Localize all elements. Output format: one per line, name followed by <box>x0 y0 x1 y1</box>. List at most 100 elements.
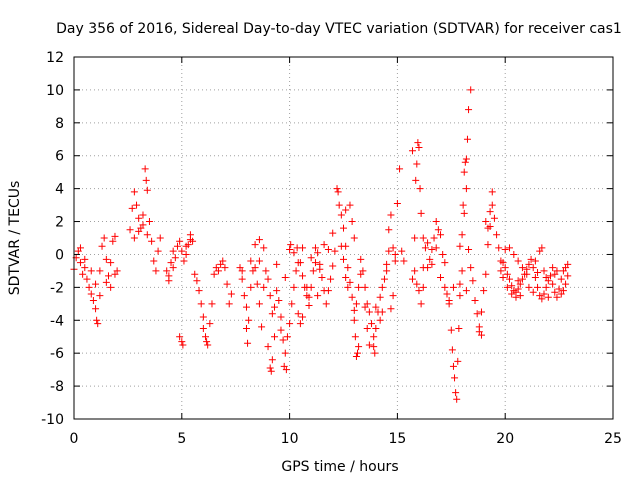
data-point <box>531 257 539 265</box>
data-point <box>346 278 354 286</box>
data-point <box>296 320 304 328</box>
data-point <box>408 275 416 283</box>
data-point <box>376 293 384 301</box>
data-point <box>538 295 546 303</box>
data-point <box>109 237 117 245</box>
data-point <box>171 254 179 262</box>
data-point <box>512 293 520 301</box>
data-point <box>327 275 335 283</box>
data-point <box>455 325 463 332</box>
data-point <box>534 283 542 291</box>
data-point <box>126 226 134 234</box>
data-point <box>329 262 337 270</box>
data-point <box>503 270 511 278</box>
data-point <box>448 346 456 354</box>
data-point <box>197 300 205 308</box>
data-point <box>247 257 255 265</box>
data-point <box>303 283 311 291</box>
x-tick-label: 15 <box>388 431 406 447</box>
data-point <box>104 272 112 280</box>
data-point <box>501 264 509 272</box>
data-point <box>385 226 393 234</box>
data-point <box>453 395 461 403</box>
data-point <box>413 280 421 288</box>
data-point <box>107 259 115 267</box>
data-point <box>268 310 276 318</box>
data-point <box>299 244 307 252</box>
data-point <box>253 280 261 288</box>
data-point <box>434 226 442 234</box>
data-point <box>449 283 457 291</box>
data-point <box>421 244 429 252</box>
y-tick-label: 4 <box>55 182 64 198</box>
data-point <box>244 339 252 347</box>
data-point <box>495 244 503 252</box>
data-point <box>173 242 181 250</box>
data-point <box>139 211 147 219</box>
data-point <box>334 188 342 196</box>
data-point <box>251 264 259 272</box>
data-point <box>142 176 150 184</box>
data-point <box>559 287 567 295</box>
data-point <box>143 186 151 194</box>
data-point <box>333 185 341 193</box>
data-point <box>350 234 358 242</box>
data-point <box>141 165 149 173</box>
data-point <box>503 283 511 291</box>
data-point <box>316 265 324 273</box>
data-point <box>414 139 422 147</box>
data-point <box>223 280 231 288</box>
data-point <box>357 255 365 263</box>
data-point <box>294 310 302 318</box>
data-point <box>204 341 212 349</box>
y-tick-label: 0 <box>55 247 64 263</box>
data-point <box>182 250 190 258</box>
data-point <box>465 246 473 254</box>
data-point <box>540 267 548 275</box>
data-point <box>130 234 138 242</box>
data-point <box>555 285 563 293</box>
data-point <box>387 211 395 219</box>
data-point <box>370 333 378 341</box>
data-point <box>98 242 106 250</box>
data-point <box>458 231 466 239</box>
data-point <box>288 300 296 308</box>
data-point <box>307 254 315 262</box>
data-point <box>488 201 496 209</box>
data-point <box>459 201 467 209</box>
data-point <box>525 283 533 291</box>
data-point <box>191 270 199 278</box>
data-point <box>411 267 419 275</box>
data-point <box>549 280 557 288</box>
data-point <box>247 283 255 291</box>
data-point <box>363 325 371 332</box>
data-point <box>180 257 188 265</box>
data-point <box>562 280 570 288</box>
data-point <box>391 257 399 265</box>
data-point <box>96 292 104 300</box>
x-tick-label: 20 <box>496 431 514 447</box>
data-point <box>267 367 275 375</box>
data-point <box>419 234 427 242</box>
data-point <box>432 218 440 226</box>
data-point <box>549 264 557 272</box>
data-point <box>283 333 291 341</box>
data-point <box>281 273 289 281</box>
data-point <box>557 275 565 283</box>
data-point <box>462 287 470 295</box>
data-point <box>292 267 300 275</box>
data-point <box>540 290 548 298</box>
data-point <box>482 270 490 278</box>
data-point <box>518 275 526 283</box>
data-point <box>344 283 352 291</box>
data-point <box>266 292 274 300</box>
data-point <box>501 246 509 254</box>
data-point <box>111 270 119 278</box>
data-point <box>83 275 91 283</box>
data-point <box>443 290 451 298</box>
data-point <box>340 255 347 263</box>
data-point <box>309 267 317 275</box>
data-point <box>376 316 384 324</box>
data-point <box>178 338 186 346</box>
